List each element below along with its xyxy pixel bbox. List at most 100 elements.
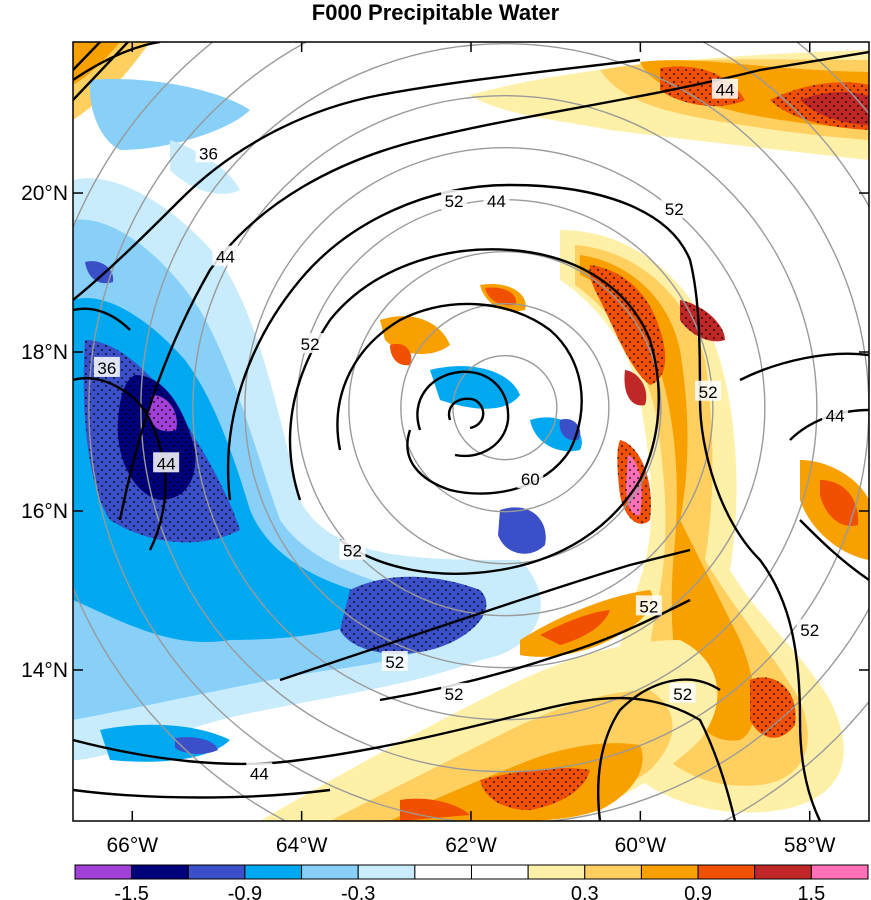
- contour-label: 52: [339, 539, 366, 561]
- colorbar-swatch: [640, 864, 699, 880]
- contour-label: 52: [441, 682, 468, 704]
- page-title: F000 Precipitable Water: [311, 0, 560, 25]
- colorbar-swatch: [187, 864, 246, 880]
- contour-label-text: 52: [673, 685, 692, 704]
- contour-36-nw: [73, 58, 641, 301]
- shade-yellow-e: [575, 245, 808, 786]
- shade-blue-nw: [85, 261, 114, 284]
- contour-label-text: 52: [800, 621, 819, 640]
- shade-orange-center: [380, 284, 526, 355]
- contour-label-text: 44: [826, 407, 845, 426]
- lat-tick-label: 18°N: [21, 341, 68, 364]
- contour-label: 52: [695, 380, 722, 402]
- range-ring: [348, 250, 662, 565]
- contour-label: 52: [441, 189, 468, 211]
- shade-light-blue-nw: [89, 79, 250, 150]
- shade-stipple-s: [480, 768, 590, 810]
- contour-52-se: [597, 678, 721, 821]
- contour-label: 44: [712, 78, 739, 100]
- contour-label: 52: [297, 333, 324, 354]
- colorbar-swatch: [74, 864, 133, 880]
- latitude-axis: 20°N 18°N 16°N 14°N: [21, 182, 869, 682]
- colorbar-swatch: [131, 864, 189, 880]
- contour-label: 36: [195, 142, 222, 163]
- contour-label-text: 44: [716, 81, 735, 100]
- contour-label-text: 36: [97, 359, 116, 378]
- contour-label-text: 52: [699, 383, 718, 402]
- contour-label: 52: [669, 682, 696, 704]
- range-ring: [400, 302, 610, 513]
- contour-label-text: 60: [521, 470, 540, 489]
- colorbar-label: -0.3: [341, 883, 375, 900]
- contour-52-inner: [336, 302, 583, 495]
- contour-36-w: [73, 376, 167, 551]
- shade-east-far-red: [820, 480, 859, 526]
- contour-44-sw: [73, 696, 737, 821]
- contour-label-text: 52: [301, 335, 320, 354]
- shade-red-band: [540, 610, 610, 645]
- contour-60-eye: [447, 397, 485, 430]
- contour-layer: [73, 42, 869, 821]
- shade-red-center: [390, 287, 516, 366]
- contour-outer-nw: [73, 42, 161, 81]
- contour-label-text: 44: [157, 454, 176, 473]
- lon-tick-label: 60°W: [615, 834, 667, 857]
- colorbar-swatch: [471, 864, 529, 880]
- contour-label-text: 44: [487, 192, 506, 211]
- lon-tick-label: 64°W: [276, 834, 328, 857]
- lat-tick-label: 16°N: [21, 500, 68, 523]
- contour-label-text: 52: [385, 653, 404, 672]
- colorbar: -1.5 -0.9 -0.3 0.3 0.9 1.5: [74, 864, 869, 900]
- contour-label-text: 44: [250, 764, 269, 783]
- colorbar-swatch: [810, 864, 869, 880]
- lat-tick-label: 14°N: [21, 659, 68, 682]
- colorbar-swatch: [244, 864, 303, 880]
- range-ring: [88, 42, 869, 821]
- lon-tick-label: 62°W: [445, 834, 497, 857]
- colorbar-label: -1.5: [114, 883, 148, 900]
- contour-44-s: [73, 788, 331, 799]
- contour-label: 36: [93, 356, 120, 378]
- contour-labels: 44 44 36 44 52 52 52 36 44 60 52 44 52 52 52 52 52 52 44: [93, 78, 849, 783]
- colorbar-label: 0.9: [684, 883, 712, 900]
- contour-label: 44: [822, 404, 849, 426]
- contour-label: 44: [212, 245, 239, 267]
- colorbar-label: 0.3: [571, 883, 599, 900]
- lon-tick-label: 58°W: [784, 834, 836, 857]
- contour-label: 60: [517, 468, 544, 489]
- contour-label-text: 44: [216, 248, 235, 267]
- contour-label-text: 52: [343, 542, 362, 561]
- shade-pale-blue-nw2: [170, 140, 240, 194]
- lon-tick-label: 66°W: [106, 834, 158, 857]
- contour-label: 44: [246, 762, 273, 783]
- colorbar-swatch: [754, 864, 812, 880]
- longitude-axis: 66°W 64°W 62°W 60°W 58°W: [106, 42, 836, 857]
- colorbar-label: 1.5: [797, 883, 825, 900]
- contour-label-text: 52: [445, 685, 464, 704]
- contour-label-text: 52: [445, 192, 464, 211]
- range-ring: [244, 146, 766, 669]
- colorbar-label: -0.9: [228, 883, 262, 900]
- contour-label-text: 52: [665, 200, 684, 219]
- lat-tick-label: 20°N: [21, 182, 68, 205]
- colorbar-swatch: [357, 864, 416, 880]
- shading-layer: [73, 42, 869, 821]
- contour-label: 44: [153, 452, 180, 473]
- colorbar-swatch: [301, 864, 359, 880]
- shade-stipple-arc: [340, 576, 487, 654]
- contour-36-w2: [73, 307, 131, 331]
- contour-44-n: [118, 50, 869, 521]
- shade-orange-nw: [73, 42, 120, 85]
- contour-label-text: 36: [199, 144, 218, 163]
- shade-stipple-e: [589, 265, 796, 738]
- shade-cyan-center: [430, 366, 582, 452]
- contour-label: 52: [796, 619, 823, 640]
- contour-label: 52: [661, 197, 688, 219]
- contour-52-mid: [288, 248, 660, 575]
- contour-label: 52: [635, 595, 662, 616]
- range-ring: [452, 354, 558, 461]
- contour-label-text: 52: [639, 597, 658, 616]
- contour-ne-a: [73, 42, 129, 101]
- contour-label: 52: [381, 651, 408, 672]
- shade-blue-center: [498, 419, 581, 554]
